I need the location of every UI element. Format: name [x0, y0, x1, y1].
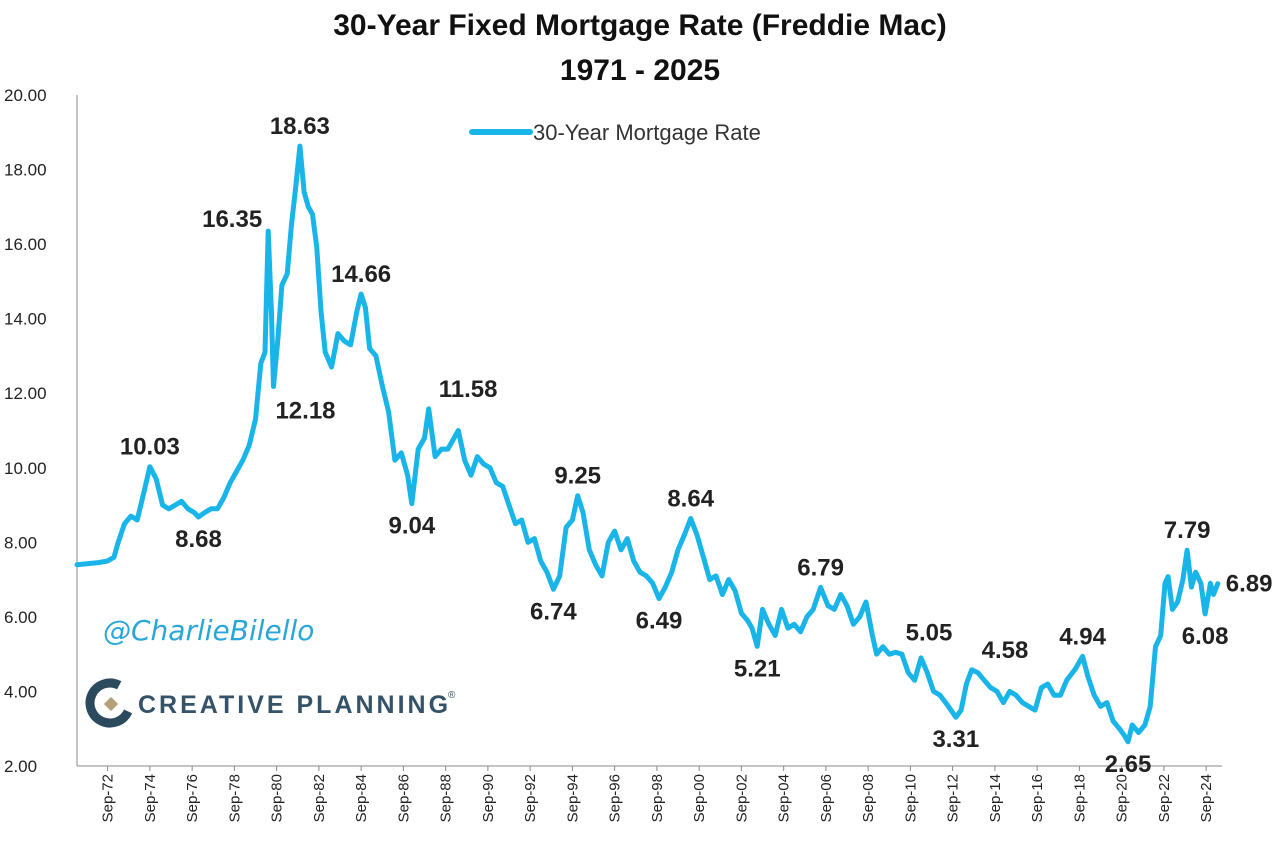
data-label: 6.08 [1182, 623, 1229, 650]
x-tick-label: Sep-78 [226, 774, 243, 822]
x-tick-label: Sep-76 [184, 774, 201, 822]
x-tick-label: Sep-10 [902, 774, 919, 822]
chart-subtitle: 1971 - 2025 [560, 54, 720, 87]
x-tick-label: Sep-84 [353, 774, 370, 822]
y-tick-label: 8.00 [4, 533, 37, 552]
y-axis: 2.00 4.00 6.00 8.00 10.00 12.00 14.00 16.00 18.0… [4, 86, 47, 776]
x-tick-label: Sep-24 [1198, 774, 1215, 822]
legend: 30-Year Mortgage Rate [469, 120, 761, 145]
axes [76, 95, 1222, 767]
y-tick-label: 12.00 [4, 384, 47, 403]
chart-title: 30-Year Fixed Mortgage Rate (Freddie Mac… [333, 9, 947, 42]
x-tick-label: Sep-96 [607, 774, 624, 822]
x-tick-label: Sep-18 [1071, 774, 1088, 822]
data-label: 11.58 [439, 376, 498, 403]
x-tick-label: Sep-08 [860, 774, 877, 822]
data-label: 18.63 [270, 113, 330, 140]
annotations: 10.03 8.68 16.35 12.18 18.63 14.66 9.04 11.58 6.… [120, 113, 1273, 778]
x-tick-label: Sep-16 [1029, 774, 1046, 822]
x-tick-label: Sep-94 [564, 774, 581, 822]
x-tick-label: Sep-80 [269, 774, 286, 822]
x-tick-label: Sep-90 [480, 774, 497, 822]
watermark-brand: CREATIVE PLANNING [138, 691, 451, 719]
x-tick-label: Sep-82 [311, 774, 328, 822]
data-label: 4.94 [1059, 623, 1106, 650]
data-label: 6.89 [1226, 571, 1273, 598]
x-tick-label: Sep-86 [395, 774, 412, 822]
brand-registered-mark: ® [448, 690, 456, 701]
data-label: 6.49 [636, 608, 683, 635]
data-label: 9.04 [388, 513, 435, 540]
y-tick-label: 14.00 [4, 310, 47, 329]
y-tick-label: 16.00 [4, 235, 47, 254]
x-tick-label: Sep-22 [1156, 774, 1173, 822]
plot-area [74, 143, 1221, 745]
data-label: 16.35 [202, 206, 262, 233]
data-label: 9.25 [554, 463, 601, 490]
x-tick-label: Sep-14 [987, 774, 1004, 822]
data-label: 12.18 [275, 398, 335, 425]
data-label: 5.21 [734, 655, 781, 682]
creative-planning-logo-icon [85, 678, 135, 728]
data-label: 8.64 [667, 485, 714, 512]
data-label: 6.74 [530, 598, 577, 625]
data-label: 6.79 [797, 554, 844, 581]
data-label: 10.03 [120, 434, 180, 461]
y-tick-label: 18.00 [4, 161, 47, 180]
data-label: 8.68 [175, 526, 222, 553]
y-tick-label: 10.00 [4, 459, 47, 478]
data-label: 4.58 [982, 637, 1029, 664]
y-tick-label: 6.00 [4, 608, 37, 627]
x-tick-label: Sep-92 [522, 774, 539, 822]
data-label: 14.66 [331, 261, 391, 288]
y-tick-label: 2.00 [4, 757, 37, 776]
x-tick-label: Sep-72 [100, 774, 117, 822]
x-tick-label: Sep-98 [649, 774, 666, 822]
data-label: 7.79 [1164, 517, 1211, 544]
x-tick-label: Sep-12 [945, 774, 962, 822]
x-tick-label: Sep-06 [818, 774, 835, 822]
x-tick-label: Sep-00 [691, 774, 708, 822]
watermark-handle: @CharlieBilello [103, 614, 314, 647]
x-tick-label: Sep-74 [142, 774, 159, 822]
x-tick-label: Sep-88 [438, 774, 455, 822]
y-tick-label: 4.00 [4, 682, 37, 701]
legend-label: 30-Year Mortgage Rate [533, 120, 761, 145]
series-line-30-year-mortgage-rate [74, 143, 1221, 745]
x-axis: Sep-72 Sep-74 Sep-76 Sep-78 Sep-80 Sep-82 Sep-… [100, 766, 1215, 822]
y-tick-label: 20.00 [4, 86, 47, 105]
data-label: 5.05 [906, 619, 953, 646]
x-tick-label: Sep-02 [733, 774, 750, 822]
x-tick-label: Sep-20 [1114, 774, 1131, 822]
data-label: 3.31 [932, 726, 979, 753]
data-label: 2.65 [1105, 751, 1152, 778]
x-tick-label: Sep-04 [776, 774, 793, 822]
